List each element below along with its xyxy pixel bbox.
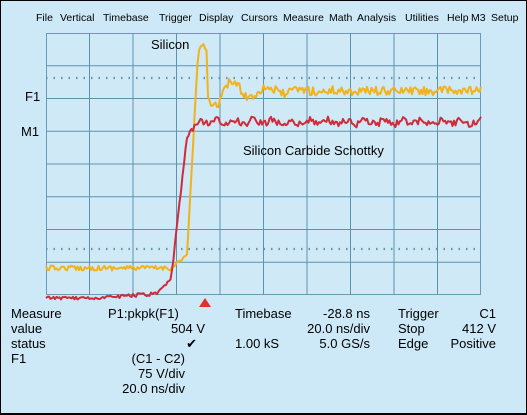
trigger-slope: Positive <box>450 336 496 351</box>
trigger-mode[interactable]: Stop <box>398 321 425 336</box>
f1-vdiv: 75 V/div <box>138 366 185 381</box>
menu-bar: File Vertical Timebase Trigger Display C… <box>1 1 526 31</box>
trigger-level[interactable]: 412 V <box>462 321 496 336</box>
trigger-type: Edge <box>398 336 429 351</box>
measure-value-label: value <box>11 321 43 336</box>
measure-value: 504 V <box>171 321 205 336</box>
trigger-source[interactable]: C1 <box>479 306 496 321</box>
menu-utilities[interactable]: Utilities <box>405 12 439 24</box>
menu-measure[interactable]: Measure <box>283 12 324 24</box>
f1-channel-marker[interactable]: F1 <box>25 89 41 104</box>
menu-display[interactable]: Display <box>199 12 234 24</box>
trigger-label: Trigger <box>398 306 439 321</box>
measure-f1-label: F1 <box>11 351 27 366</box>
menu-setup[interactable]: Setup <box>491 12 519 24</box>
menu-trigger[interactable]: Trigger <box>159 12 192 24</box>
menu-m3[interactable]: M3 <box>471 12 486 24</box>
m1-channel-marker[interactable]: M1 <box>21 124 40 139</box>
timebase-rate: 5.0 GS/s <box>319 336 370 351</box>
menu-vertical[interactable]: Vertical <box>60 12 95 24</box>
menu-help[interactable]: Help <box>447 12 469 24</box>
menu-timebase[interactable]: Timebase <box>103 12 149 24</box>
measure-status: ✔ <box>186 336 197 351</box>
menu-file[interactable]: File <box>36 12 53 24</box>
menu-math[interactable]: Math <box>329 12 353 24</box>
timebase-samples: 1.00 kS <box>235 336 280 351</box>
trigger-position-marker[interactable] <box>199 298 211 307</box>
timebase-tdiv[interactable]: 20.0 ns/div <box>307 321 370 336</box>
menu-cursors[interactable]: Cursors <box>241 12 278 24</box>
silicon-label: Silicon <box>151 37 190 52</box>
f1-math: (C1 - C2) <box>131 351 185 366</box>
timebase-label: Timebase <box>235 306 292 321</box>
m1-trace <box>45 115 482 301</box>
graticule <box>46 33 481 295</box>
sic-label: Silicon Carbide Schottky <box>243 143 384 158</box>
f1-trace <box>45 43 482 272</box>
menu-analysis[interactable]: Analysis <box>357 12 397 24</box>
measure-status-label: status <box>11 336 46 351</box>
timebase-delay[interactable]: -28.8 ns <box>323 306 370 321</box>
measure-title: Measure <box>11 306 62 321</box>
f1-tdiv: 20.0 ns/div <box>122 381 185 396</box>
measure-param[interactable]: P1:pkpk(F1) <box>108 306 179 321</box>
